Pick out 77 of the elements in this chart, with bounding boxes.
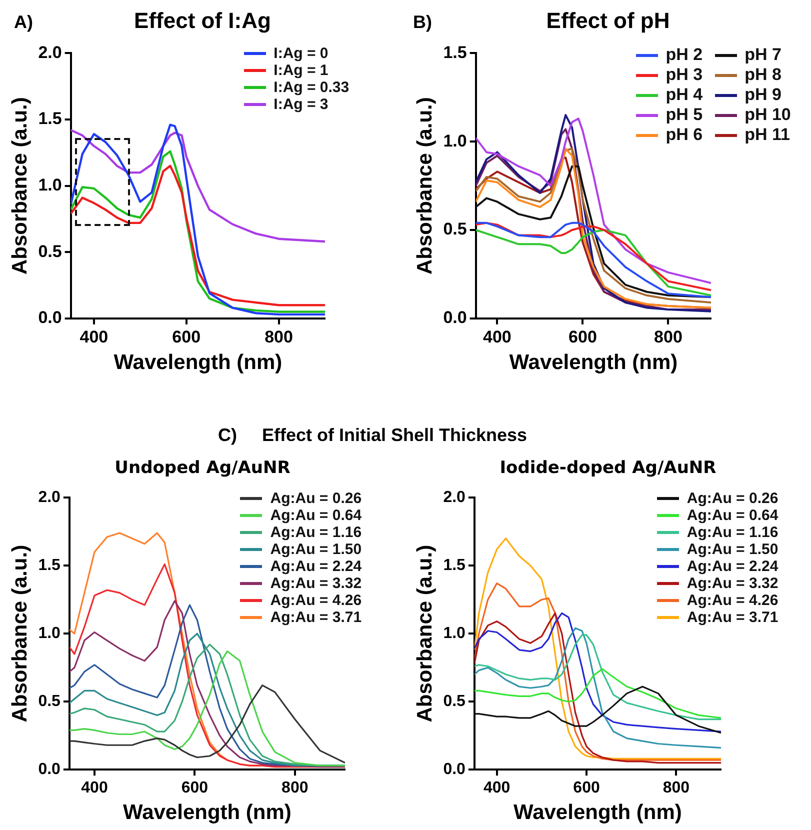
x-tick-label: 400 (80, 327, 108, 346)
y-tick-label: 1.0 (38, 625, 61, 642)
legend-label: Ag:Au = 0.26 (686, 490, 778, 507)
y-axis-title: Absorbance (a.u.) (413, 544, 436, 722)
legend-label: Ag:Au = 1.16 (686, 524, 778, 541)
legend-label: pH 4 (666, 85, 703, 106)
text: B) (413, 12, 432, 33)
y-axis-title: Absorbance (a.u.) (413, 97, 436, 274)
x-axis-title: Wavelength (nm) (123, 801, 292, 824)
y-tick-label: 0.5 (38, 242, 62, 261)
y-axis-title: Absorbance (a.u.) (8, 544, 32, 722)
y-tick-label: 1.0 (443, 131, 467, 150)
legend-label: Ag:Au = 1.16 (270, 524, 362, 541)
legend-label: I:Ag = 3 (274, 96, 328, 114)
x-tick-label: 600 (568, 327, 597, 346)
y-tick-label: 1.5 (38, 557, 61, 574)
y-tick-label: 0.5 (38, 693, 61, 710)
legend-label: pH 11 (744, 125, 790, 146)
legend-label: I:Ag = 0.33 (274, 79, 350, 96)
y-tick-label: 2.0 (38, 42, 62, 62)
legend-label: pH 8 (744, 65, 782, 86)
y-tick-label: 2.0 (38, 489, 61, 506)
x-tick-label: 600 (573, 780, 600, 797)
y-tick-label: 2.0 (443, 489, 466, 506)
y-tick-label: 1.5 (443, 557, 466, 574)
x-tick-label: 400 (81, 780, 108, 797)
legend-label: pH 5 (666, 105, 703, 126)
x-tick-label: 800 (264, 327, 293, 346)
legend-label: Ag:Au = 1.50 (270, 540, 362, 558)
x-axis-title: Wavelength (nm) (114, 351, 282, 374)
text: C) (218, 425, 237, 446)
x-tick-label: 800 (662, 780, 690, 797)
legend-label: Ag:Au = 3.71 (686, 608, 778, 626)
x-tick-label: 400 (484, 780, 510, 797)
x-tick-label: 600 (172, 327, 201, 346)
legend-label: Ag:Au = 2.24 (686, 558, 778, 575)
y-tick-label: 0.5 (443, 220, 467, 239)
legend-label: pH 9 (744, 85, 782, 106)
chart-title: Effect of pH (546, 8, 670, 33)
x-tick-label: 800 (282, 780, 308, 797)
y-tick-label: 1.0 (38, 175, 62, 194)
x-tick-label: 600 (181, 780, 208, 797)
chart-title: Undoped Ag/AuNR (114, 458, 292, 478)
y-tick-label: 0.5 (443, 693, 466, 710)
x-tick-label: 400 (483, 327, 512, 346)
legend-label: Ag:Au = 2.24 (270, 558, 362, 575)
legend-label: Ag:Au = 3.32 (686, 574, 778, 592)
chart-title: Effect of I:Ag (134, 8, 271, 33)
legend-label: pH 7 (744, 45, 782, 66)
x-tick-label: 800 (654, 327, 682, 346)
y-tick-label: 1.5 (38, 109, 62, 128)
legend-label: Ag:Au = 4.26 (270, 592, 362, 609)
text: A) (14, 12, 33, 33)
x-axis-title: Wavelength (nm) (514, 801, 682, 824)
legend-label: Ag:Au = 0.64 (270, 506, 362, 524)
legend-label: Ag:Au = 0.26 (270, 490, 362, 507)
chart-title: Iodide-doped Ag/AuNR (498, 458, 718, 478)
legend-label: pH 3 (666, 65, 703, 86)
text: Effect of Initial Shell Thickness (262, 425, 528, 446)
y-tick-label: 0.0 (38, 308, 62, 328)
y-tick-label: 0.0 (443, 308, 467, 328)
legend-label: Ag:Au = 0.64 (686, 506, 778, 524)
legend-label: Ag:Au = 3.32 (270, 574, 362, 592)
legend-label: I:Ag = 1 (274, 62, 328, 80)
y-axis-title: Absorbance (a.u.) (8, 97, 32, 274)
legend-label: I:Ag = 0 (274, 45, 328, 62)
legend-label: Ag:Au = 3.71 (270, 608, 362, 626)
legend-label: Ag:Au = 1.50 (686, 540, 778, 558)
legend-label: pH 2 (666, 45, 703, 66)
legend-label: Ag:Au = 4.26 (686, 592, 778, 609)
x-axis-title: Wavelength (nm) (509, 351, 678, 374)
legend-label: pH 10 (744, 105, 791, 126)
y-tick-label: 0.0 (38, 761, 61, 778)
y-tick-label: 1.0 (443, 625, 466, 642)
y-tick-label: 1.5 (443, 42, 467, 62)
y-tick-label: 0.0 (443, 761, 466, 778)
legend-label: pH 6 (666, 125, 703, 146)
